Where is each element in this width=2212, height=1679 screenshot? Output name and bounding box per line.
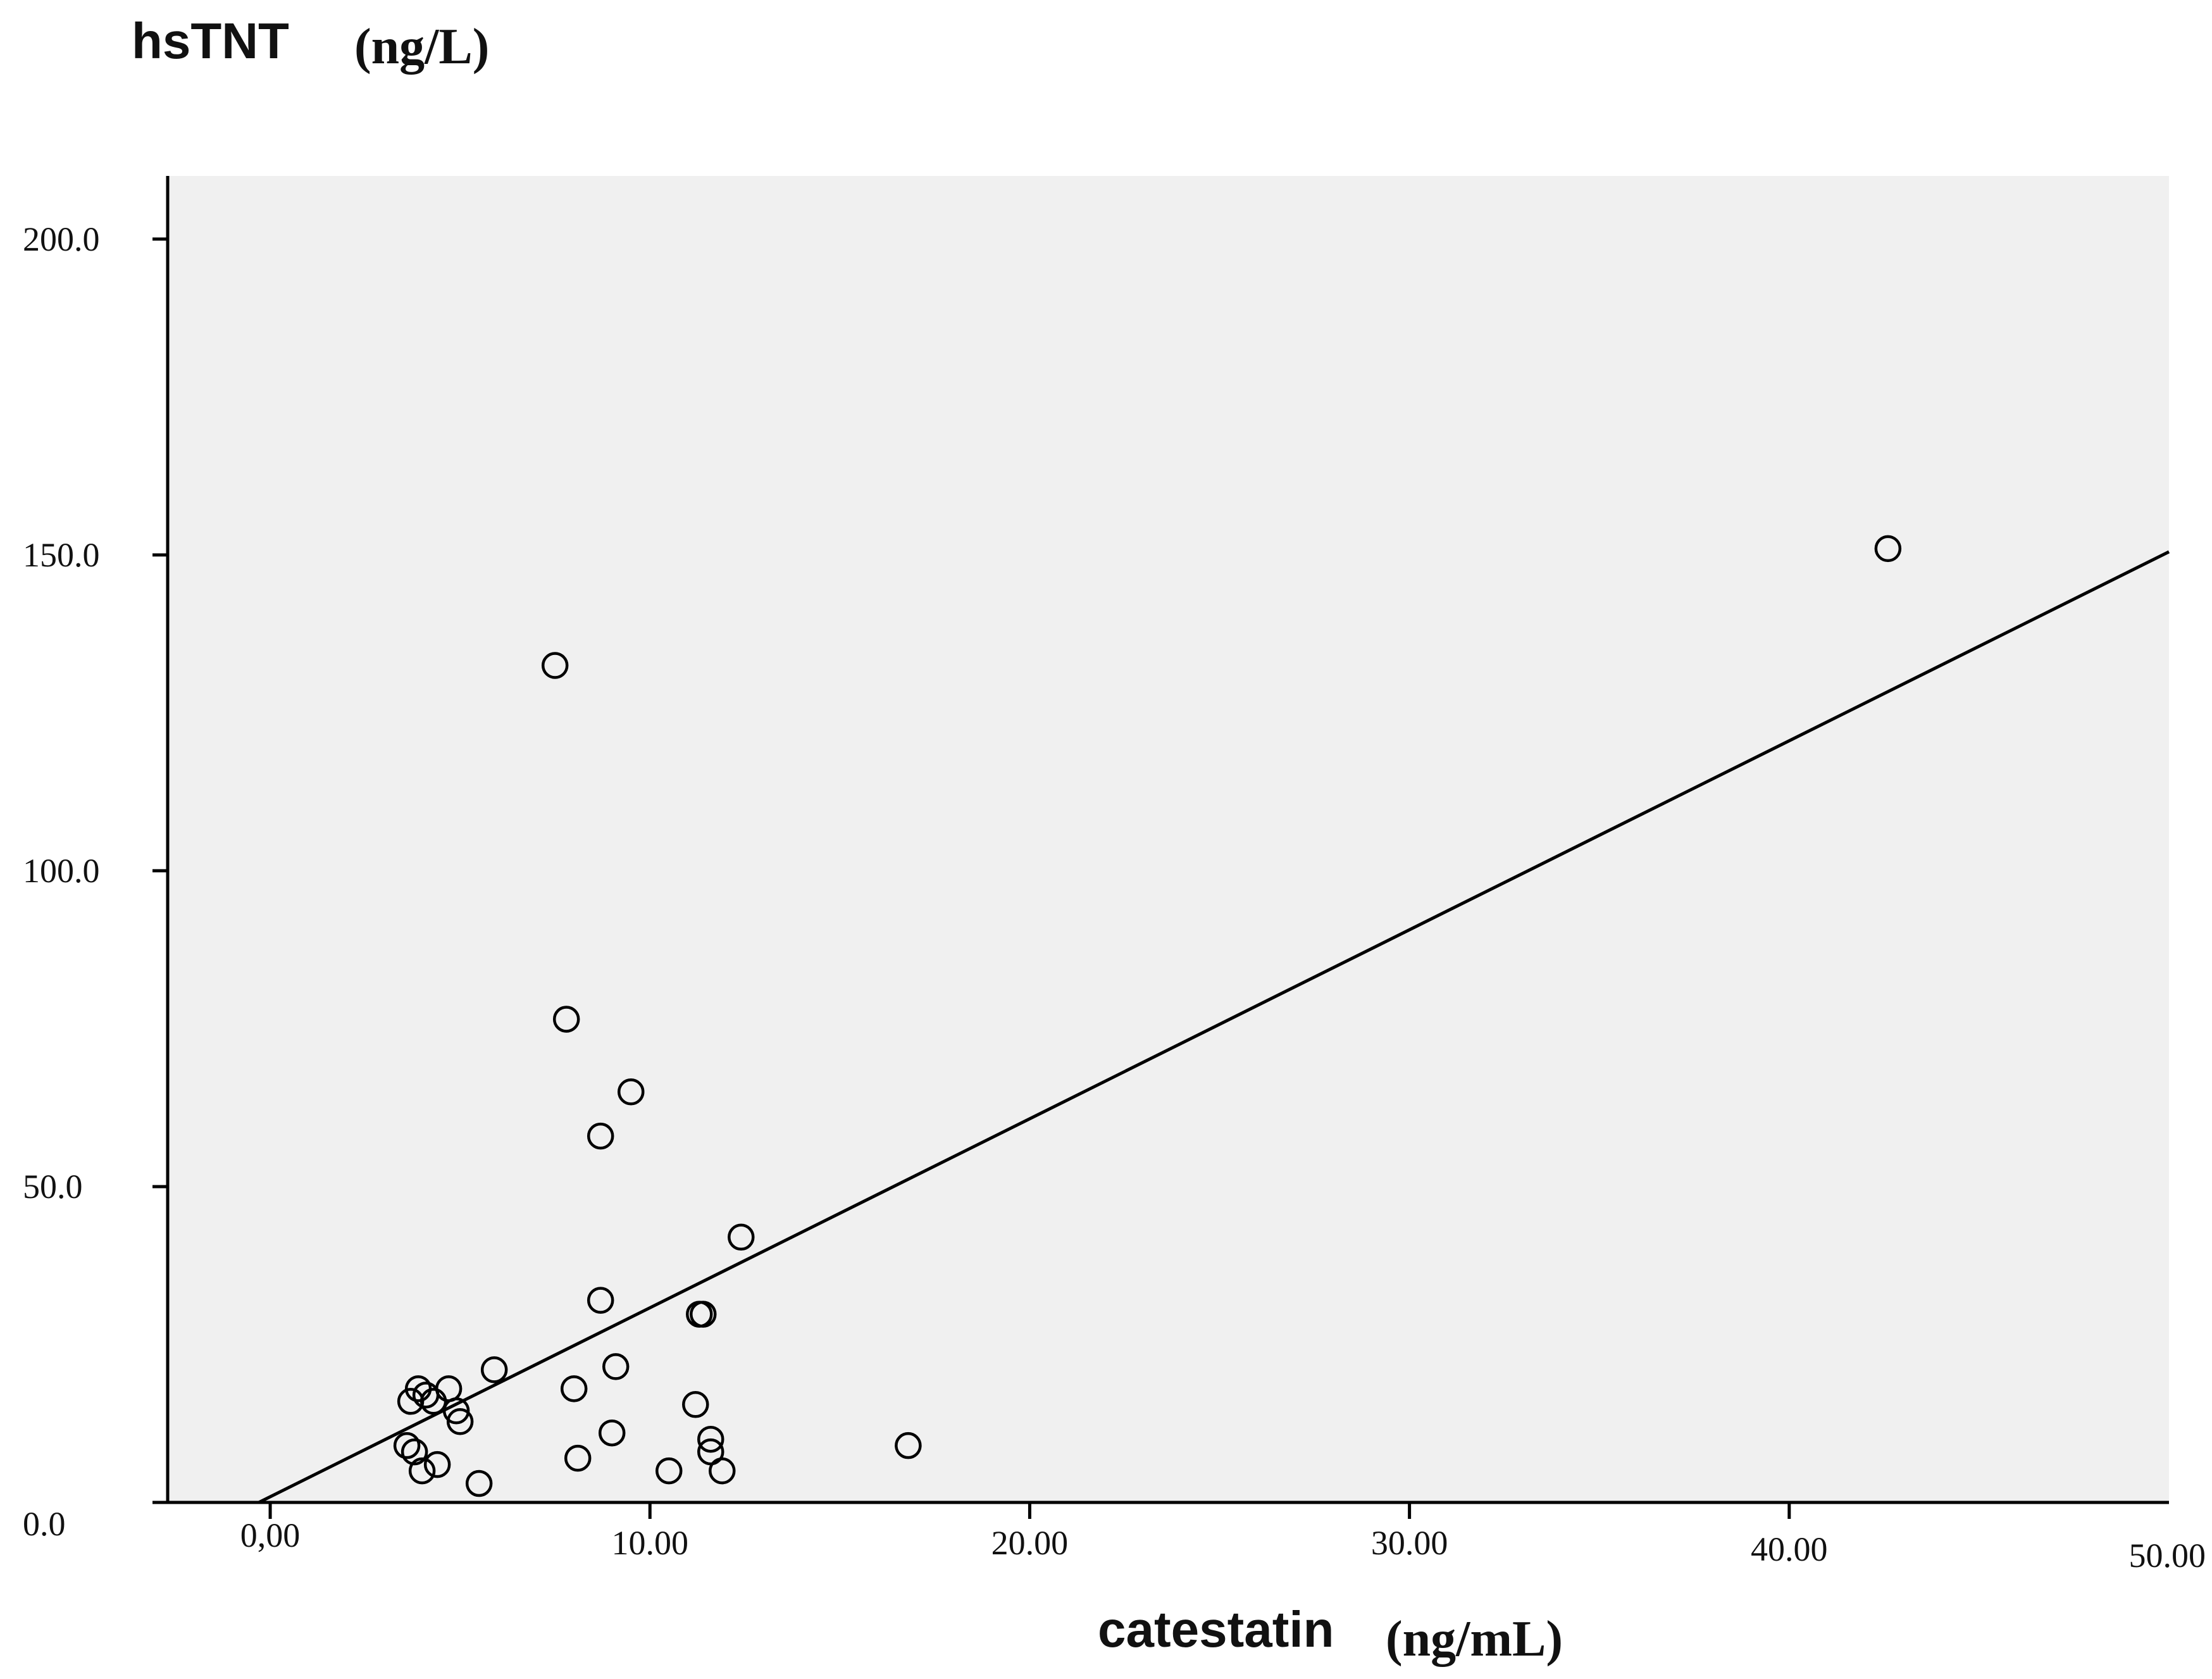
data-point bbox=[587, 1122, 614, 1150]
y-axis-ticks: 0.0 50.0 100.0 150.0 200.0 bbox=[23, 220, 168, 1543]
y-axis-title: hsTNT bbox=[132, 13, 289, 69]
plot-area bbox=[168, 176, 2169, 1502]
data-point bbox=[480, 1356, 508, 1383]
data-point bbox=[1874, 535, 1902, 563]
x-axis-ticks: 0,00 10.00 20.00 30.00 40.00 50.00 bbox=[240, 1502, 2206, 1575]
data-point bbox=[656, 1457, 683, 1485]
data-point bbox=[682, 1391, 709, 1418]
regression-line bbox=[258, 550, 2170, 1504]
x-tick-label: 20.00 bbox=[991, 1524, 1069, 1562]
data-point bbox=[442, 1397, 470, 1425]
y-tick-label: 50.0 bbox=[23, 1168, 83, 1206]
data-point bbox=[446, 1407, 474, 1435]
x-tick-label: 30.00 bbox=[1371, 1524, 1448, 1562]
data-point bbox=[541, 652, 569, 679]
data-point bbox=[401, 1438, 428, 1466]
x-tick-label: 40.00 bbox=[1751, 1530, 1828, 1568]
data-point bbox=[587, 1287, 614, 1314]
y-tick-label: 100.0 bbox=[23, 852, 100, 890]
data-point bbox=[393, 1432, 421, 1459]
data-point bbox=[423, 1451, 451, 1478]
data-point bbox=[408, 1457, 436, 1485]
data-point bbox=[564, 1444, 592, 1472]
x-axis-title: catestatin bbox=[1098, 1601, 1334, 1657]
x-tick-label: 50.00 bbox=[2129, 1537, 2206, 1575]
y-tick-label: 150.0 bbox=[23, 536, 100, 574]
data-point bbox=[617, 1078, 645, 1106]
data-point bbox=[552, 1006, 580, 1033]
data-point bbox=[895, 1432, 922, 1459]
y-tick-label: 0.0 bbox=[23, 1505, 66, 1543]
x-axis-unit: (ng/mL) bbox=[1386, 1611, 1563, 1667]
data-point bbox=[598, 1419, 626, 1447]
y-axis-unit: (ng/L) bbox=[354, 19, 489, 75]
x-tick-label: 0,00 bbox=[240, 1516, 301, 1554]
data-point bbox=[465, 1470, 493, 1497]
y-tick-label: 200.0 bbox=[23, 220, 100, 258]
data-point bbox=[697, 1425, 724, 1453]
data-point bbox=[560, 1375, 588, 1402]
data-point bbox=[709, 1457, 736, 1485]
data-point bbox=[728, 1223, 755, 1251]
data-points bbox=[393, 535, 1902, 1497]
x-tick-label: 10.00 bbox=[611, 1524, 688, 1562]
data-point bbox=[602, 1353, 630, 1380]
data-point bbox=[690, 1301, 717, 1328]
